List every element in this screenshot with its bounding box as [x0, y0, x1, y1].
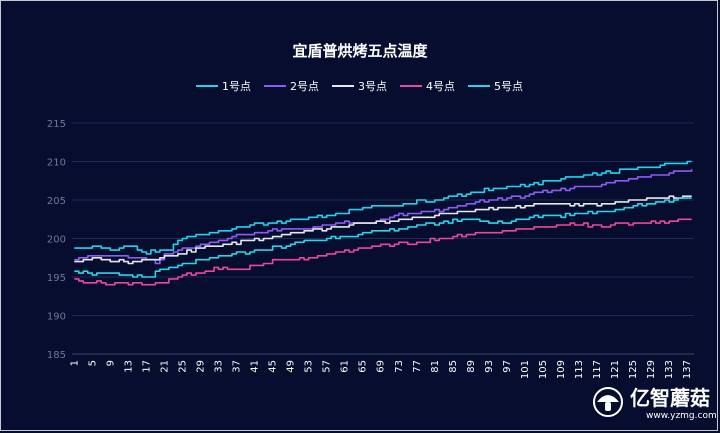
x-tick-label: 121	[610, 360, 621, 379]
x-tick-label: 25	[177, 360, 188, 373]
x-tick-label: 81	[430, 360, 441, 373]
y-axis: 185 190 195 200 205 210 215	[47, 119, 66, 361]
x-tick-label: 85	[448, 360, 459, 373]
legend-item: 2号点	[264, 80, 319, 93]
y-tick-label: 190	[47, 312, 66, 323]
y-tick-label: 195	[47, 273, 66, 284]
chart-title: 宜盾普烘烤五点温度	[292, 42, 428, 60]
legend-label: 5号点	[494, 80, 523, 93]
brand-url: www.yzmg.com	[646, 411, 717, 421]
series-line	[74, 195, 692, 265]
x-tick-label: 17	[141, 360, 152, 373]
x-tick-label: 77	[412, 360, 423, 373]
legend-item: 4号点	[400, 80, 455, 93]
x-tick-label: 89	[466, 360, 477, 373]
x-tick-label: 21	[159, 360, 170, 373]
x-tick-label: 61	[340, 360, 351, 373]
gridlines	[72, 122, 694, 355]
x-tick-label: 33	[213, 360, 224, 373]
plot-area	[74, 160, 693, 286]
x-tick-label: 101	[520, 360, 531, 379]
y-tick-label: 210	[47, 158, 66, 169]
x-tick-label: 57	[322, 360, 333, 373]
legend: 1号点 2号点 3号点 4号点 5号点	[196, 80, 523, 93]
brand-name: 亿智蘑菇	[630, 386, 710, 410]
x-tick-label: 45	[268, 360, 279, 373]
x-tick-label: 29	[195, 360, 206, 373]
series-line	[74, 160, 692, 255]
series-line	[74, 169, 693, 265]
mushroom-icon	[593, 387, 623, 417]
x-tick-label: 125	[628, 360, 639, 379]
x-tick-label: 117	[592, 360, 603, 379]
legend-item: 5号点	[468, 80, 523, 93]
legend-label: 3号点	[358, 80, 387, 93]
x-tick-label: 1	[69, 360, 80, 366]
x-tick-label: 97	[502, 360, 513, 373]
x-tick-label: 37	[232, 360, 243, 373]
x-tick-label: 49	[286, 360, 297, 373]
series-line	[74, 197, 692, 278]
legend-label: 2号点	[290, 80, 319, 93]
x-tick-label: 9	[105, 360, 116, 366]
x-tick-label: 69	[376, 360, 387, 373]
x-tick-label: 137	[682, 360, 693, 379]
x-tick-label: 93	[484, 360, 495, 373]
x-tick-label: 41	[250, 360, 261, 373]
x-tick-label: 129	[646, 360, 657, 379]
y-tick-label: 200	[47, 235, 66, 246]
watermark: 亿智蘑菇 www.yzmg.com	[593, 386, 717, 421]
x-tick-label: 105	[538, 360, 549, 379]
x-tick-label: 13	[123, 360, 134, 373]
x-tick-label: 133	[664, 360, 675, 379]
x-tick-label: 109	[556, 360, 567, 379]
y-tick-label: 205	[47, 196, 66, 207]
legend-item: 1号点	[196, 80, 251, 93]
y-tick-label: 215	[47, 119, 66, 130]
legend-label: 4号点	[426, 80, 455, 93]
x-tick-label: 113	[574, 360, 585, 379]
x-tick-label: 5	[87, 360, 98, 366]
x-axis: 1 5 9 13 17 21 25 29 33 37 41 45 49 53 57 61 65 69 73 77 81 8…	[69, 360, 693, 379]
x-tick-label: 65	[358, 360, 369, 373]
x-tick-label: 73	[394, 360, 405, 373]
series-line	[74, 218, 692, 286]
y-tick-label: 185	[47, 350, 66, 361]
x-tick-label: 53	[304, 360, 315, 373]
legend-item: 3号点	[332, 80, 387, 93]
legend-label: 1号点	[222, 80, 251, 93]
